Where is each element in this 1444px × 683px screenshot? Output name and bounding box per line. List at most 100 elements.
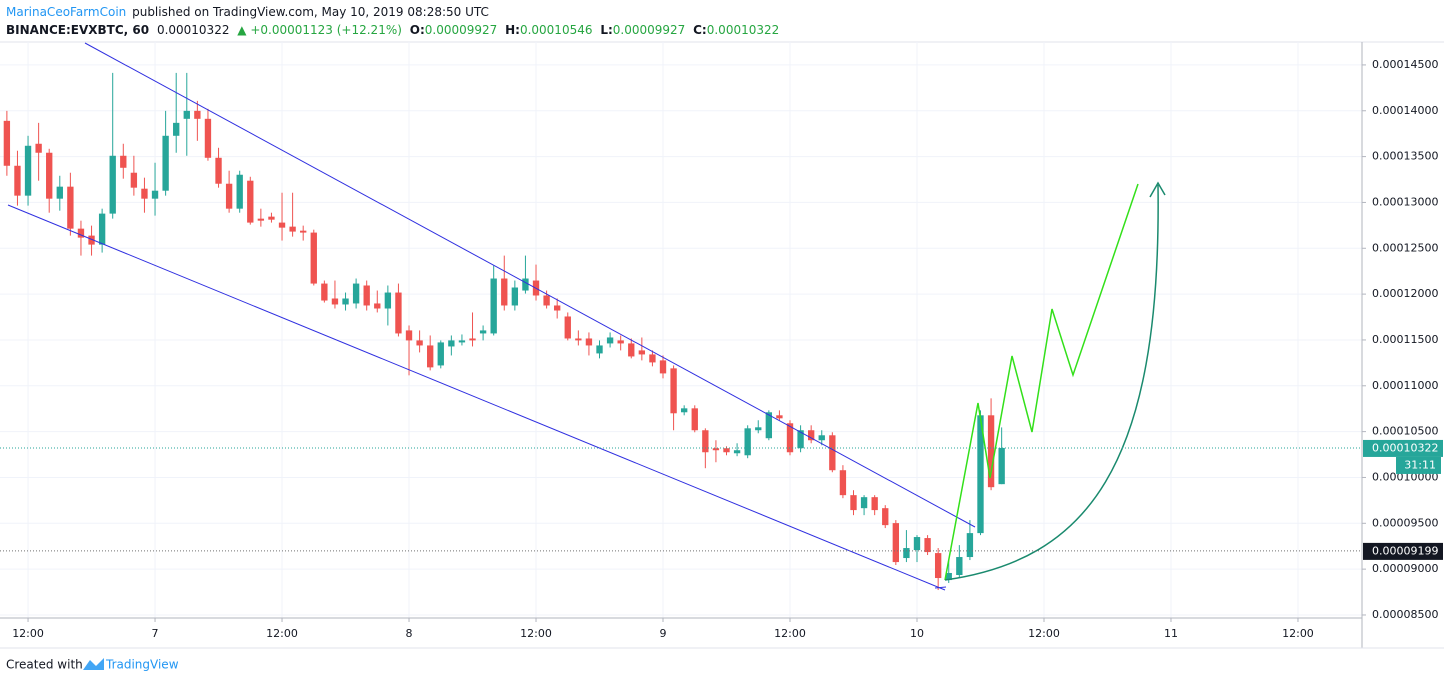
candle-body — [3, 120, 11, 166]
grid: 0.000085000.000090000.000095000.00010000… — [0, 42, 1438, 640]
trend-line — [84, 42, 976, 528]
candle-body — [268, 216, 275, 220]
candle-body — [24, 145, 32, 196]
candle-body — [956, 557, 963, 576]
y-tick-label: 0.00011500 — [1372, 333, 1438, 346]
candle-body — [712, 448, 720, 451]
logo-icon[interactable] — [83, 658, 104, 670]
x-tick-label: 10 — [910, 627, 924, 640]
candle-body — [46, 152, 53, 199]
candle-body — [88, 235, 95, 245]
y-tick-label: 0.00012000 — [1372, 287, 1438, 300]
footer-text: Created with — [6, 658, 83, 672]
candle-body — [585, 338, 593, 346]
candle-body — [67, 186, 74, 229]
header-line: MarinaCeoFarmCoin published on TradingVi… — [6, 5, 489, 19]
x-tick-label: 12:00 — [520, 627, 552, 640]
y-tick-label: 0.00009000 — [1372, 562, 1438, 575]
candle-body — [511, 287, 519, 306]
candle-body — [543, 295, 550, 306]
y-tick-label: 0.00012500 — [1372, 241, 1438, 254]
candle-body — [162, 135, 169, 191]
candle-body — [913, 537, 921, 551]
candle-body — [829, 435, 836, 471]
candle-body — [649, 354, 656, 363]
ohlc-label: O: — [410, 23, 425, 37]
y-tick-label: 0.00013500 — [1372, 150, 1438, 163]
candle-body — [871, 497, 878, 511]
candle-body — [225, 183, 233, 209]
x-tick-label: 12:00 — [1028, 627, 1060, 640]
x-tick-label: 12:00 — [266, 627, 298, 640]
candle-body — [77, 228, 85, 238]
trend-line — [934, 586, 947, 589]
candle-body — [807, 430, 815, 441]
candle-body — [755, 427, 762, 431]
candle-body — [173, 122, 180, 136]
candle-body — [257, 218, 265, 221]
candle-body — [501, 278, 508, 306]
candle-body — [554, 305, 561, 311]
y-tick-label: 0.00011000 — [1372, 379, 1438, 392]
candle-body — [659, 360, 667, 374]
candle-body — [331, 298, 339, 305]
candle-body — [448, 340, 455, 347]
trend-line — [7, 204, 946, 591]
candle-body — [797, 430, 804, 449]
candle-body — [194, 110, 201, 119]
ohlc-label: C: — [693, 23, 707, 37]
ohlc-label: H: — [505, 23, 520, 37]
drawings — [7, 42, 1166, 591]
candle-body — [342, 298, 349, 305]
candle-body — [278, 222, 286, 228]
ohlc-label: L: — [600, 23, 612, 37]
candle-body — [681, 408, 688, 413]
candle-body — [564, 316, 571, 339]
candle-body — [300, 230, 307, 233]
change: ▲ +0.00001123 (+12.21%) — [237, 23, 402, 37]
y-tick-label: 0.00013000 — [1372, 195, 1438, 208]
ohlc-value: 0.00010322 — [707, 23, 780, 37]
candle-body — [744, 428, 751, 456]
candle-body — [998, 447, 1005, 485]
candle-body — [395, 292, 402, 334]
candle-body — [120, 155, 127, 168]
y-tick-label: 0.00014500 — [1372, 58, 1438, 71]
ohlc-value: 0.00009927 — [613, 23, 686, 37]
logo[interactable] — [83, 658, 104, 670]
candle-body — [596, 345, 603, 354]
projection-arrow — [944, 184, 1159, 581]
x-tick-label: 9 — [660, 627, 667, 640]
candle-body — [490, 278, 497, 334]
y-tick-label: 0.00008500 — [1372, 608, 1438, 621]
candle-body — [321, 283, 328, 301]
x-tick-label: 11 — [1164, 627, 1178, 640]
last-price-box — [1363, 439, 1443, 457]
candle-body — [310, 232, 317, 284]
candle-body — [416, 340, 423, 346]
author[interactable]: MarinaCeoFarmCoin — [6, 5, 126, 19]
last: 0.00010322 — [157, 23, 230, 37]
overlay: 0.00010322 31:11 0.00009199 — [0, 439, 1443, 560]
candle-body — [628, 343, 635, 357]
candle-body — [860, 497, 868, 509]
candle-body — [934, 553, 942, 579]
candle-body — [479, 330, 487, 334]
candle-body — [945, 572, 952, 581]
candle-body — [204, 118, 212, 158]
candle-body — [215, 157, 222, 184]
ohlc-value: 0.00009927 — [425, 23, 498, 37]
candle-body — [966, 533, 974, 558]
price-line-box — [1363, 542, 1443, 560]
countdown: 31:11 — [1404, 458, 1436, 471]
candle-body — [384, 292, 392, 309]
candle-body — [458, 340, 466, 343]
candle-body — [723, 448, 730, 453]
candle-body — [786, 423, 794, 453]
candle-body — [405, 330, 413, 341]
y-tick-label: 0.00014000 — [1372, 104, 1438, 117]
candle-body — [374, 303, 381, 309]
candle-body — [469, 338, 476, 341]
footer-brand[interactable]: TradingView — [105, 658, 179, 672]
